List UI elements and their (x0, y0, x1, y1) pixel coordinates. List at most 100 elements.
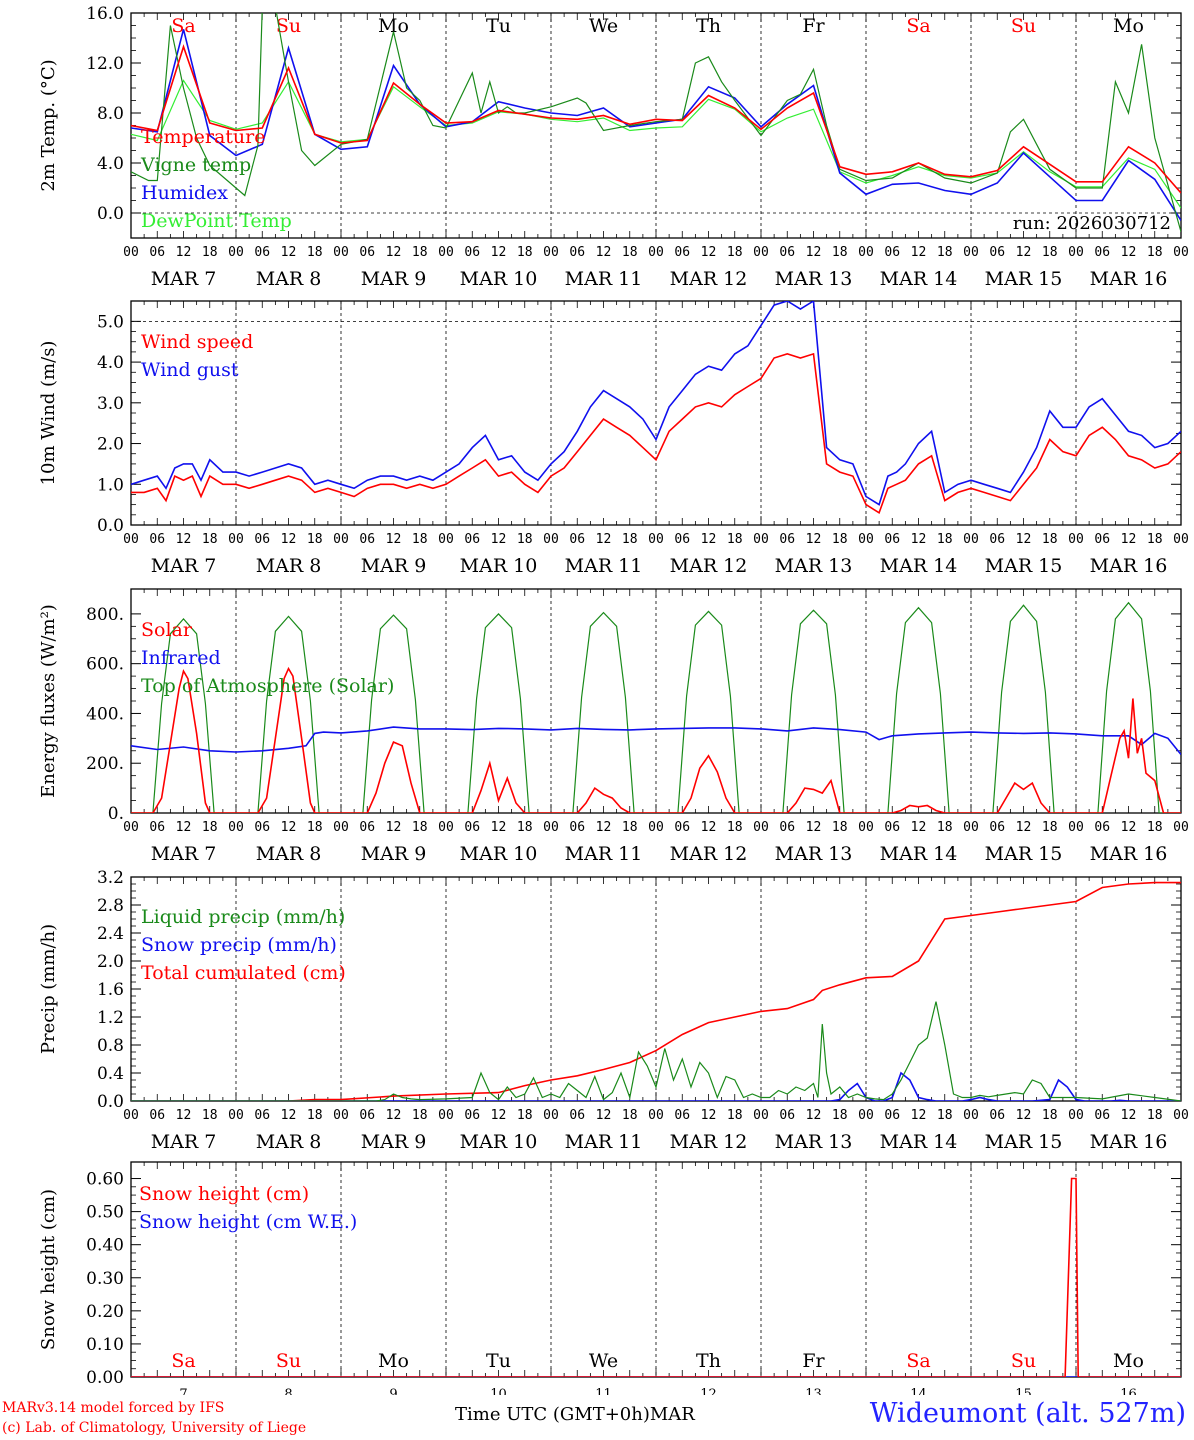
y-tick-label: 8.0 (97, 104, 124, 124)
y-tick-label: 400. (86, 704, 124, 724)
hour-tick-label: 18 (937, 820, 953, 835)
plot-frame (130, 588, 1182, 814)
hour-tick-label: 18 (412, 1108, 428, 1123)
hour-tick-label: 00 (753, 820, 769, 835)
hour-tick-label: 12 (386, 532, 402, 547)
hour-tick-label: 18 (1147, 532, 1163, 547)
legend-entry: Total cumulated (cm) (141, 962, 346, 984)
date-label: MAR 7 (151, 1131, 217, 1153)
hour-tick-label: 12 (911, 245, 927, 260)
legend-entry: DewPoint Temp (141, 210, 292, 232)
precip-panel: 0.0 0.4 0.8 1.2 1.6 2.0 2.4 2.8 3.2 Precip (mm/h)… (38, 868, 1189, 1153)
hour-tick-label: 06 (359, 532, 375, 547)
hour-tick-label: 00 (963, 532, 979, 547)
hour-tick-label: 06 (359, 245, 375, 260)
hour-tick-label: 06 (569, 245, 585, 260)
weekday-label: Sa (906, 15, 930, 37)
hour-tick-label: 18 (832, 532, 848, 547)
x-axis-label: Time UTC (GMT+0h) (455, 1404, 650, 1425)
y-tick-label: 1.6 (97, 980, 124, 1000)
hour-tick-label: 00 (1068, 532, 1084, 547)
hour-tick-label: 12 (806, 245, 822, 260)
hour-tick-label: 12 (1121, 820, 1137, 835)
hour-tick-label: 18 (622, 532, 638, 547)
hour-tick-label: 06 (149, 532, 165, 547)
y-tick-label: 1.2 (97, 1008, 124, 1028)
y-tick-label: 0.50 (86, 1203, 124, 1223)
day-number-label: 11 (595, 1387, 612, 1395)
date-label: MAR 8 (256, 268, 322, 290)
weekday-label: Sa (906, 1350, 930, 1372)
date-label: MAR 14 (880, 1131, 958, 1153)
date-label: MAR 13 (775, 555, 853, 577)
hour-tick-label: 12 (1121, 245, 1137, 260)
snow-panel: 0.00 0.10 0.20 0.30 0.40 0.50 0.60 Snow height … (38, 1161, 1182, 1395)
model-credit: MARv3.14 model forced by IFS (c) Lab. of… (2, 1398, 306, 1438)
station-title: Wideumont (alt. 527m) (870, 1398, 1186, 1429)
hour-tick-label: 18 (1147, 820, 1163, 835)
legend-entry: Snow height (cm W.E.) (139, 1211, 357, 1233)
hour-tick-label: 00 (1173, 245, 1189, 260)
hour-tick-label: 18 (832, 1108, 848, 1123)
hour-tick-label: 06 (989, 820, 1005, 835)
hour-tick-label: 00 (438, 532, 454, 547)
date-label: MAR 14 (880, 843, 958, 865)
hour-tick-label: 00 (123, 245, 139, 260)
hour-tick-label: 12 (911, 532, 927, 547)
hour-tick-label: 06 (464, 1108, 480, 1123)
weekday-label: Tu (486, 15, 511, 37)
legend-entry: Wind gust (141, 359, 239, 381)
date-label: MAR 13 (775, 1131, 853, 1153)
weekday-label: Mo (378, 1350, 409, 1372)
date-label: MAR 16 (1090, 1131, 1168, 1153)
date-label: MAR 13 (775, 843, 853, 865)
hour-tick-label: 06 (674, 1108, 690, 1123)
legend-entry: Snow height (cm) (139, 1183, 309, 1205)
energy-panel: 0. 200. 400. 600. 800. Energy fluxes (W/m²) 00… (38, 588, 1189, 865)
hour-tick-label: 00 (438, 820, 454, 835)
hour-tick-label: 12 (176, 820, 192, 835)
y-axis-label: Energy fluxes (W/m²) (38, 604, 59, 798)
hour-tick-label: 18 (202, 820, 218, 835)
y-axis-label: 2m Temp. (°C) (38, 59, 59, 191)
hour-tick-label: 12 (386, 1108, 402, 1123)
hour-tick-label: 18 (832, 820, 848, 835)
legend-entry: Vigne temp (140, 154, 251, 176)
y-tick-label: 2.4 (97, 924, 124, 944)
date-label: MAR 13 (775, 268, 853, 290)
hour-tick-label: 12 (1016, 245, 1032, 260)
date-label: MAR 11 (565, 1131, 643, 1153)
hour-tick-label: 00 (123, 820, 139, 835)
y-tick-label: 4.0 (97, 154, 124, 174)
hour-tick-label: 00 (963, 820, 979, 835)
hour-tick-label: 00 (1068, 1108, 1084, 1123)
date-label: MAR 11 (565, 555, 643, 577)
hour-tick-label: 18 (517, 1108, 533, 1123)
legend-entry: Humidex (141, 182, 228, 204)
y-tick-label: 0.0 (97, 1092, 124, 1112)
weekday-label: Mo (1113, 15, 1144, 37)
hour-tick-label: 12 (281, 820, 297, 835)
hour-tick-label: 18 (307, 820, 323, 835)
meteogram: 0.0 4.0 8.0 12.0 16.0 2m Temp. (°C) 00 06 12 18 00… (38, 4, 1189, 1395)
hour-tick-label: 00 (648, 1108, 664, 1123)
hour-tick-label: 12 (491, 245, 507, 260)
y-tick-label: 1.0 (97, 475, 124, 495)
date-label: MAR 9 (361, 1131, 427, 1153)
hour-tick-label: 00 (123, 532, 139, 547)
hour-tick-label: 12 (806, 820, 822, 835)
hour-tick-label: 12 (281, 245, 297, 260)
hour-tick-label: 00 (648, 245, 664, 260)
hour-tick-label: 00 (333, 1108, 349, 1123)
weekday-label: Su (276, 15, 301, 37)
day-number-label: 10 (490, 1387, 507, 1395)
hour-tick-label: 18 (622, 1108, 638, 1123)
weekday-label: Sa (171, 15, 195, 37)
legend-entry: Solar (141, 619, 193, 641)
hour-tick-label: 12 (596, 532, 612, 547)
day-number-label: 15 (1015, 1387, 1032, 1395)
hour-tick-label: 00 (753, 245, 769, 260)
hour-tick-label: 12 (1016, 532, 1032, 547)
date-label: MAR 8 (256, 1131, 322, 1153)
hour-tick-label: 00 (858, 1108, 874, 1123)
